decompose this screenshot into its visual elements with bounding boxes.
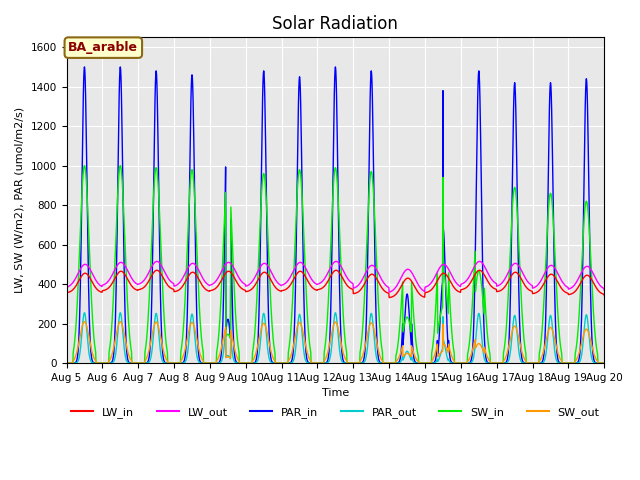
PAR_out xyxy=(81,310,88,315)
SW_out xyxy=(63,360,70,366)
LW_out xyxy=(419,287,426,293)
LW_out xyxy=(153,259,161,264)
Line: LW_in: LW_in xyxy=(67,270,604,298)
SW_in xyxy=(600,360,608,366)
LW_in xyxy=(153,267,161,273)
SW_in xyxy=(63,360,70,366)
PAR_out xyxy=(274,360,282,366)
SW_out xyxy=(274,360,282,366)
LW_in xyxy=(600,293,608,299)
SW_out xyxy=(81,319,88,324)
PAR_out xyxy=(418,360,426,366)
LW_out xyxy=(507,264,515,270)
LW_in xyxy=(287,281,295,287)
PAR_out xyxy=(182,358,189,364)
PAR_in xyxy=(182,348,189,354)
Line: SW_in: SW_in xyxy=(67,166,604,363)
SW_in xyxy=(81,163,88,168)
SW_out xyxy=(507,335,515,341)
PAR_in xyxy=(81,64,88,70)
Title: Solar Radiation: Solar Radiation xyxy=(273,15,398,33)
LW_in xyxy=(274,287,282,293)
Legend: LW_in, LW_out, PAR_in, PAR_out, SW_in, SW_out: LW_in, LW_out, PAR_in, PAR_out, SW_in, S… xyxy=(67,403,604,422)
Line: PAR_out: PAR_out xyxy=(67,312,604,363)
PAR_in xyxy=(63,360,70,366)
SW_out xyxy=(182,344,189,350)
Line: PAR_in: PAR_in xyxy=(67,67,604,363)
LW_in xyxy=(182,278,189,284)
LW_out xyxy=(554,269,561,275)
PAR_in xyxy=(507,287,515,292)
PAR_in xyxy=(287,360,295,365)
LW_in xyxy=(63,290,70,296)
PAR_in xyxy=(274,360,282,366)
PAR_out xyxy=(287,360,295,366)
SW_out xyxy=(553,346,561,352)
Y-axis label: LW, SW (W/m2), PAR (umol/m2/s): LW, SW (W/m2), PAR (umol/m2/s) xyxy=(15,107,25,293)
LW_in xyxy=(419,293,426,299)
LW_out xyxy=(63,284,70,290)
LW_in xyxy=(385,295,393,300)
PAR_out xyxy=(507,348,515,353)
Line: SW_out: SW_out xyxy=(67,322,604,363)
LW_out xyxy=(287,273,295,279)
PAR_out xyxy=(553,358,561,364)
PAR_in xyxy=(553,349,561,355)
PAR_out xyxy=(600,360,608,366)
LW_out xyxy=(274,280,282,286)
PAR_out xyxy=(63,360,70,366)
PAR_in xyxy=(418,360,426,366)
Text: BA_arable: BA_arable xyxy=(68,41,138,54)
LW_out xyxy=(600,288,608,293)
X-axis label: Time: Time xyxy=(322,388,349,398)
SW_in xyxy=(553,293,561,299)
LW_out xyxy=(385,289,393,295)
SW_out xyxy=(287,353,295,359)
SW_in xyxy=(418,360,426,366)
SW_in xyxy=(507,241,515,247)
LW_in xyxy=(507,274,515,279)
Line: LW_out: LW_out xyxy=(67,262,604,292)
SW_out xyxy=(600,360,608,366)
SW_out xyxy=(418,360,426,366)
SW_in xyxy=(274,360,282,366)
PAR_in xyxy=(600,360,608,366)
SW_in xyxy=(287,325,295,331)
LW_out xyxy=(182,270,189,276)
SW_in xyxy=(182,284,189,289)
LW_in xyxy=(554,278,561,284)
